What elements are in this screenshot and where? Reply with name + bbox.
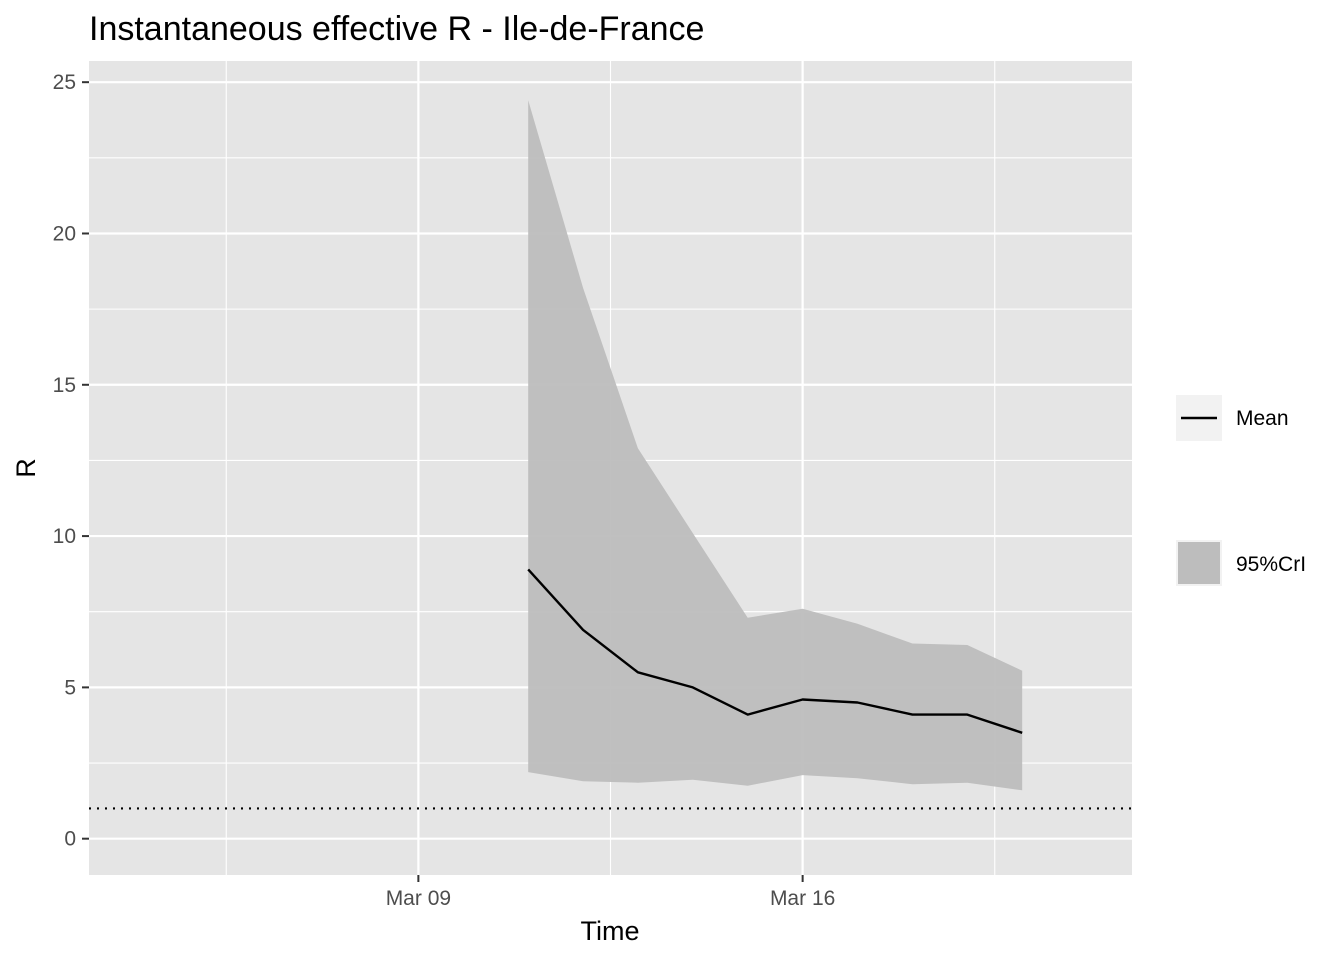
x-axis-title: Time	[581, 916, 640, 946]
mean-line-layer	[527, 568, 1023, 734]
legend-band-swatch-icon	[1178, 542, 1220, 584]
y-axis: 0 5 10 15 20 25	[53, 71, 89, 851]
credible-interval-band	[528, 100, 1023, 791]
y-tick-label: 5	[64, 676, 76, 699]
y-tick-label: 10	[53, 525, 76, 548]
chart-title: Instantaneous effective R - Ile-de-Franc…	[89, 10, 704, 48]
mean-line	[527, 568, 1023, 734]
credible-interval-layer	[528, 100, 1023, 791]
y-axis-title: R	[11, 458, 41, 478]
x-tick-label: Mar 16	[770, 887, 835, 910]
y-tick-label: 25	[53, 71, 76, 94]
y-tick-label: 15	[53, 374, 76, 397]
legend: Mean 95%CrI	[1176, 395, 1306, 586]
legend-label-crI: 95%CrI	[1236, 553, 1306, 576]
y-tick-label: 20	[53, 222, 76, 245]
x-axis: Mar 09 Mar 16	[386, 875, 835, 910]
x-tick-label: Mar 09	[386, 887, 451, 910]
legend-label-mean: Mean	[1236, 407, 1289, 430]
y-tick-label: 0	[64, 828, 76, 851]
